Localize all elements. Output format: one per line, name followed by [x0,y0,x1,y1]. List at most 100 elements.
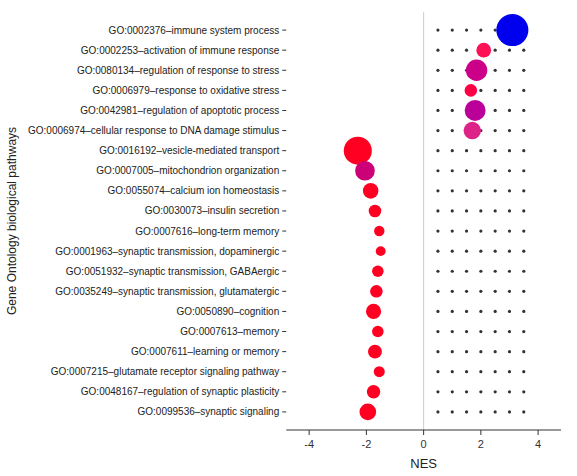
y-tick-label: GO:0007215–glutamate receptor signaling … [51,366,279,377]
small-dot [465,28,468,31]
small-dot [494,330,497,333]
small-dot [451,189,454,192]
small-dot [479,89,482,92]
small-dot [465,310,468,313]
x-tick [366,430,367,435]
small-dot [522,129,525,132]
small-dot [508,390,511,393]
small-dot [479,149,482,152]
bubble [466,60,487,81]
reference-line [423,12,424,430]
small-dot [479,250,482,253]
x-tick [480,430,481,435]
small-dot [436,69,439,72]
small-dot [451,169,454,172]
small-dot [451,390,454,393]
small-dot [508,250,511,253]
small-dot [494,229,497,232]
small-dot [479,169,482,172]
bubble [496,14,528,46]
small-dot [522,350,525,353]
bubble [368,345,382,359]
small-dot [494,28,497,31]
bubble [363,183,379,199]
y-tick [282,150,286,151]
small-dot [522,390,525,393]
x-tick-label: 4 [535,438,541,450]
small-dot [494,270,497,273]
small-dot [436,189,439,192]
small-dot [494,189,497,192]
y-tick [282,30,286,31]
small-dot [494,49,497,52]
y-tick [282,210,286,211]
small-dot [451,229,454,232]
y-tick-label: GO:0002253–activation of immune response [81,45,280,56]
small-dot [522,69,525,72]
small-dot [436,129,439,132]
x-axis-label: NES [410,456,437,471]
small-dot [436,370,439,373]
small-dot [451,89,454,92]
small-dot [451,49,454,52]
small-dot [522,89,525,92]
small-dot [494,69,497,72]
bubble [369,205,382,218]
small-dot [494,149,497,152]
small-dot [451,410,454,413]
small-dot [508,209,511,212]
small-dot [494,410,497,413]
small-dot [465,169,468,172]
small-dot [494,350,497,353]
small-dot [522,149,525,152]
y-tick-label: GO:0042981–regulation of apoptotic proce… [80,105,279,116]
x-tick-label: 0 [421,438,427,450]
x-tick-label: -2 [361,438,371,450]
bubble [465,100,486,121]
y-tick-label: GO:0001963–synaptic transmission, dopami… [55,246,279,257]
small-dot [479,270,482,273]
y-tick-label: GO:0051932–synaptic transmission, GABAer… [66,266,279,277]
small-dot [479,330,482,333]
x-tick-label: 2 [478,438,484,450]
small-dot [436,28,439,31]
small-dot [522,330,525,333]
y-tick-label: GO:0007611–learning or memory [131,346,279,357]
small-dot [451,28,454,31]
small-dot [465,350,468,353]
y-tick-label: GO:0007616–long-term memory [135,226,279,237]
bubble [374,366,385,377]
bubble [374,226,384,236]
small-dot [494,129,497,132]
small-dot [465,149,468,152]
small-dot [479,390,482,393]
small-dot [436,350,439,353]
y-tick [282,50,286,51]
y-tick [282,291,286,292]
y-tick-label: GO:0035249–synaptic transmission, glutam… [55,286,279,297]
small-dot [436,250,439,253]
small-dot [494,390,497,393]
small-dot [508,229,511,232]
y-tick-label: GO:0050890–cognition [176,306,279,317]
y-axis-label: Gene Ontology biological pathways [5,127,19,315]
y-tick-label: GO:0048167–regulation of synaptic plasti… [81,386,279,397]
small-dot [522,229,525,232]
small-dot [436,290,439,293]
small-dot [494,89,497,92]
small-dot [479,189,482,192]
small-dot [522,250,525,253]
small-dot [451,350,454,353]
small-dot [436,390,439,393]
small-dot [508,129,511,132]
y-tick [282,190,286,191]
small-dot [508,310,511,313]
small-dot [451,370,454,373]
small-dot [494,209,497,212]
small-dot [465,290,468,293]
small-dot [508,189,511,192]
small-dot [465,229,468,232]
small-dot [494,370,497,373]
small-dot [436,89,439,92]
y-tick [282,231,286,232]
